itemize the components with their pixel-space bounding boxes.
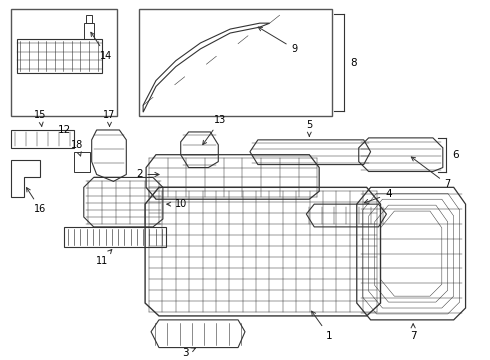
Text: 10: 10: [167, 199, 187, 209]
Text: 15: 15: [34, 110, 47, 126]
Text: 9: 9: [258, 27, 297, 54]
Text: 17: 17: [103, 110, 116, 126]
Text: 11: 11: [96, 249, 112, 266]
Text: 1: 1: [312, 311, 332, 341]
Text: 6: 6: [452, 150, 459, 160]
Text: 18: 18: [71, 140, 83, 156]
Text: 7: 7: [411, 157, 451, 189]
Text: 16: 16: [26, 188, 47, 214]
Text: 2: 2: [136, 170, 159, 180]
Bar: [139, 9, 332, 116]
Text: 12: 12: [57, 125, 71, 135]
Text: 4: 4: [365, 189, 392, 203]
Text: 7: 7: [410, 324, 416, 341]
Text: 14: 14: [91, 32, 113, 61]
Text: 5: 5: [306, 120, 313, 136]
Text: 13: 13: [203, 115, 226, 145]
Text: 8: 8: [350, 58, 357, 68]
Text: 3: 3: [182, 347, 196, 357]
Bar: [11, 9, 118, 116]
